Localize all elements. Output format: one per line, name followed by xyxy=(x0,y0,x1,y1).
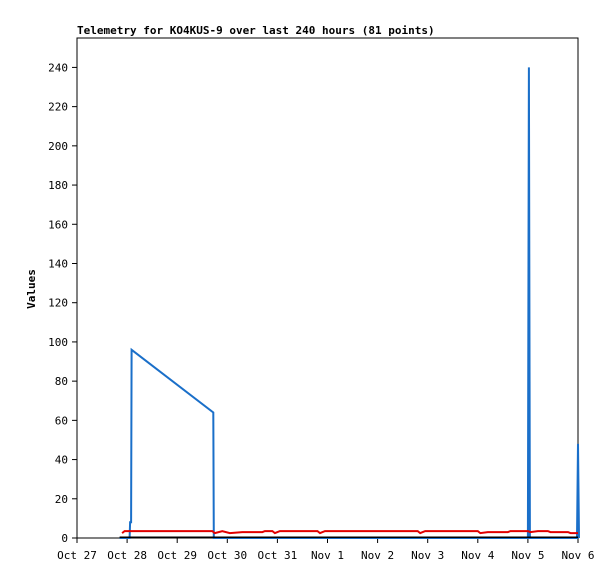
y-tick-label: 140 xyxy=(48,257,68,270)
series-line-1 xyxy=(121,530,578,535)
y-tick-label: 40 xyxy=(55,454,68,467)
y-tick-label: 0 xyxy=(61,532,68,545)
x-tick-label: Nov 4 xyxy=(461,549,494,562)
x-tick-label: Oct 30 xyxy=(207,549,247,562)
x-tick-label: Nov 1 xyxy=(311,549,344,562)
x-tick-label: Oct 29 xyxy=(157,549,197,562)
y-tick-label: 60 xyxy=(55,414,68,427)
y-tick-label: 240 xyxy=(48,61,68,74)
y-axis: 0 20 40 60 80 100 120 140 160 180 200 220 240 xyxy=(48,61,77,545)
series-group xyxy=(119,67,580,539)
y-tick-label: 200 xyxy=(48,140,68,153)
x-tick-label: Oct 31 xyxy=(258,549,298,562)
y-tick-label: 160 xyxy=(48,218,68,231)
plot-area xyxy=(76,37,579,539)
y-tick-label: 180 xyxy=(48,179,68,192)
chart-title: Telemetry for KO4KUS-9 over last 240 hou… xyxy=(77,24,435,37)
x-tick-label: Nov 6 xyxy=(561,549,594,562)
x-axis: Oct 27 Oct 28 Oct 29 Oct 30 Oct 31 Nov 1 Nov 2… xyxy=(57,538,595,562)
x-tick-label: Nov 2 xyxy=(361,549,394,562)
series-line-0 xyxy=(119,67,580,539)
y-tick-label: 100 xyxy=(48,336,68,349)
y-axis-label: Values xyxy=(25,269,38,309)
y-tick-label: 220 xyxy=(48,101,68,114)
y-tick-label: 80 xyxy=(55,375,68,388)
x-tick-label: Nov 3 xyxy=(411,549,444,562)
y-tick-label: 120 xyxy=(48,297,68,310)
x-tick-label: Oct 28 xyxy=(107,549,147,562)
x-tick-label: Oct 27 xyxy=(57,549,97,562)
y-tick-label: 20 xyxy=(55,493,68,506)
x-tick-label: Nov 5 xyxy=(511,549,544,562)
